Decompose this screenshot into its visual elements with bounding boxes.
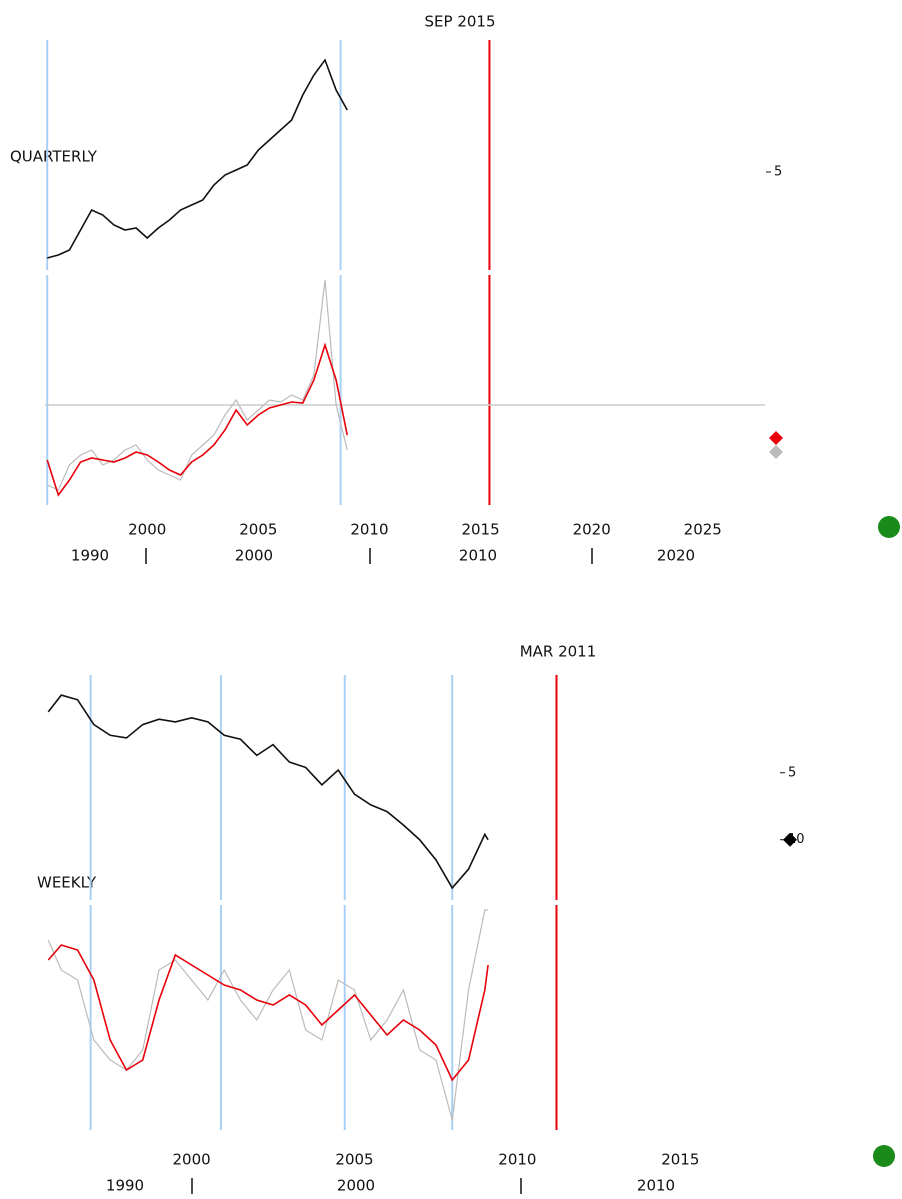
x-tick-label: 2010 [498,1151,536,1169]
x-tick-label: 2005 [335,1151,373,1169]
x2-label: 1990 [106,1177,144,1195]
x-tick-label: 2015 [661,1151,699,1169]
x2-label: 2010 [459,547,497,565]
series-line [46,279,348,491]
series-line [47,58,348,259]
y-tick-label: 5 [788,765,796,780]
x-tick-label: 2000 [128,521,166,539]
status-dot[interactable] [878,516,900,538]
x-tick-label: 2025 [684,521,722,539]
x-tick-label: 2005 [239,521,277,539]
x2-label: 1990 [71,547,109,565]
value-marker [769,431,783,445]
x-tick-label: 2010 [350,521,388,539]
y-tick-label: 5 [774,165,782,180]
x-tick-label: 2000 [173,1151,211,1169]
x-tick-label: 2015 [461,521,499,539]
x2-label: 2000 [235,547,273,565]
series-line [47,944,489,1082]
x2-label: 2000 [337,1177,375,1195]
x2-label: 2020 [657,547,695,565]
x2-label: 2010 [637,1177,675,1195]
x-tick-label: 2020 [573,521,611,539]
series-line [47,694,489,890]
value-marker [769,445,783,459]
status-dot[interactable] [873,1145,895,1167]
chart-title: SEP 2015 [425,13,496,31]
panel-label: QUARTERLY [10,148,98,166]
value-marker [783,832,797,847]
series-line [46,342,349,497]
chart-title: MAR 2011 [520,643,597,661]
panel-label: WEEKLY [37,874,97,892]
series-line [47,909,489,1121]
